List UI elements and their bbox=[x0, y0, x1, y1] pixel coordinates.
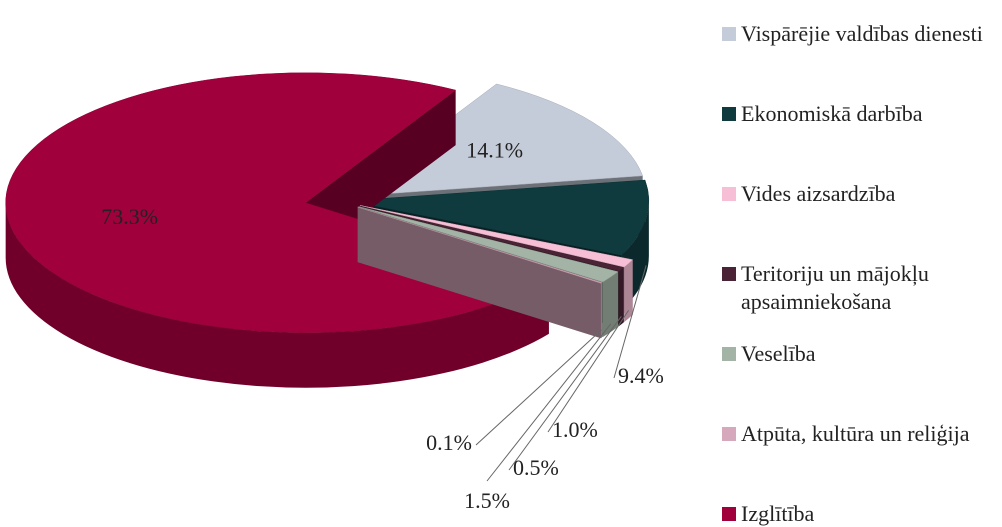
data-label: 14.1% bbox=[466, 137, 523, 162]
data-label: 73.3% bbox=[101, 204, 158, 229]
leader-line bbox=[547, 310, 629, 433]
slice bbox=[357, 206, 603, 284]
legend-swatch bbox=[722, 347, 736, 361]
legend-item: Teritoriju un mājokļu apsaimniekošana bbox=[722, 260, 992, 316]
slice bbox=[358, 206, 619, 283]
slice-outer-wall bbox=[619, 267, 624, 327]
legend-label: Atpūta, kultūra un reliģija bbox=[741, 421, 970, 446]
slice-outer-wall bbox=[624, 259, 633, 323]
leader-line bbox=[486, 323, 612, 482]
legend-swatch bbox=[722, 27, 736, 41]
leader-line bbox=[508, 316, 622, 471]
legend-swatch bbox=[722, 107, 736, 121]
legend-label: Izglītība bbox=[741, 501, 815, 526]
data-label: 1.5% bbox=[464, 488, 510, 513]
slice bbox=[348, 179, 650, 256]
slice-outer-wall bbox=[602, 271, 619, 338]
legend-swatch bbox=[722, 187, 736, 201]
legend-item: Ekonomiskā darbība bbox=[722, 100, 992, 128]
slice-outer-wall bbox=[5, 202, 549, 388]
legend-item: Vispārējie valdības dienesti bbox=[722, 20, 992, 48]
legend-item: Izglītība bbox=[722, 500, 992, 527]
legend: Vispārējie valdības dienesti Ekonomiskā d… bbox=[722, 0, 992, 527]
legend-label: Ekonomiskā darbība bbox=[741, 101, 923, 126]
data-label: 1.0% bbox=[552, 417, 598, 442]
leader-line bbox=[475, 329, 602, 446]
legend-swatch bbox=[722, 267, 736, 281]
data-label: 0.5% bbox=[513, 455, 559, 480]
legend-swatch bbox=[722, 507, 736, 521]
legend-label: Vispārējie valdības dienesti bbox=[741, 21, 983, 46]
slice bbox=[360, 205, 634, 268]
slice-outer-wall bbox=[600, 282, 602, 339]
legend-label: Teritoriju un mājokļu apsaimniekošana bbox=[741, 261, 929, 314]
leader-line bbox=[613, 265, 647, 379]
slice-radial-wall bbox=[357, 207, 601, 339]
legend-swatch bbox=[722, 427, 736, 441]
legend-item: Vides aizsardzība bbox=[722, 180, 992, 208]
legend-label: Vides aizsardzība bbox=[741, 181, 896, 206]
legend-label: Veselība bbox=[741, 341, 816, 366]
data-label: 9.4% bbox=[618, 363, 664, 388]
legend-item: Atpūta, kultūra un reliģija bbox=[722, 420, 992, 448]
slice bbox=[359, 205, 625, 272]
pie-area: 14.1% 9.4% 1.0% 0.5%1.5% 0.1% 73.3% bbox=[5, 72, 664, 513]
slice bbox=[357, 206, 603, 339]
data-label: 0.1% bbox=[426, 430, 472, 455]
legend-item: Veselība bbox=[722, 340, 992, 368]
